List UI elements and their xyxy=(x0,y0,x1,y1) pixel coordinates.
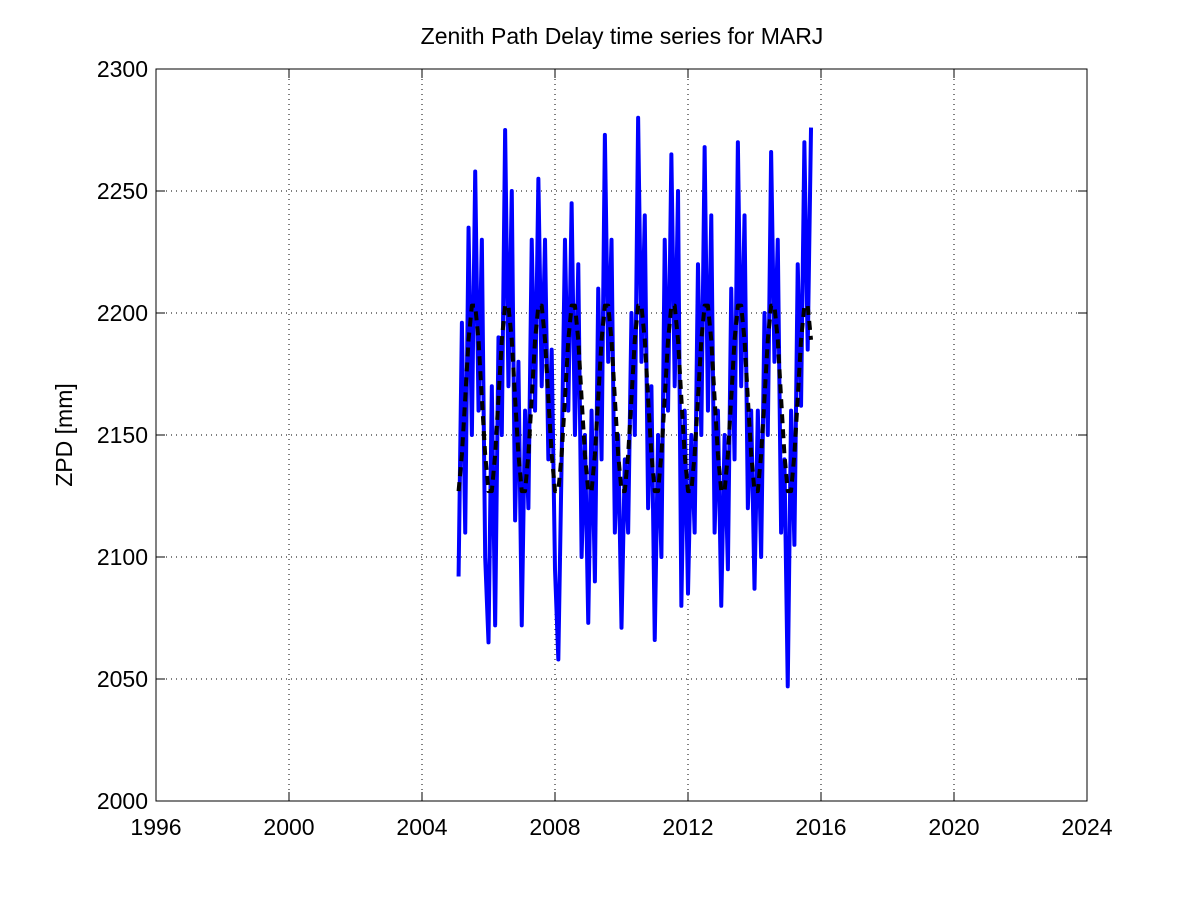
data-line xyxy=(456,303,814,494)
y-tick-label: 2300 xyxy=(97,56,148,82)
x-tick-label: 2004 xyxy=(396,814,447,840)
y-tick-label: 2250 xyxy=(97,178,148,204)
y-tick-label: 2050 xyxy=(97,666,148,692)
y-tick-label: 2000 xyxy=(97,788,148,814)
x-tick-label: 2024 xyxy=(1061,814,1112,840)
y-tick-label: 2150 xyxy=(97,422,148,448)
x-tick-label: 2020 xyxy=(928,814,979,840)
y-tick-label: 2100 xyxy=(97,544,148,570)
x-tick-label: 2008 xyxy=(529,814,580,840)
y-axis-label: ZPD [mm] xyxy=(51,383,77,487)
x-tick-label: 1996 xyxy=(130,814,181,840)
x-tick-label: 2012 xyxy=(662,814,713,840)
y-tick-label: 2200 xyxy=(97,300,148,326)
x-tick-label: 2000 xyxy=(263,814,314,840)
chart-title: Zenith Path Delay time series for MARJ xyxy=(421,23,824,49)
x-tick-label: 2016 xyxy=(795,814,846,840)
plot-frame xyxy=(155,68,1088,802)
